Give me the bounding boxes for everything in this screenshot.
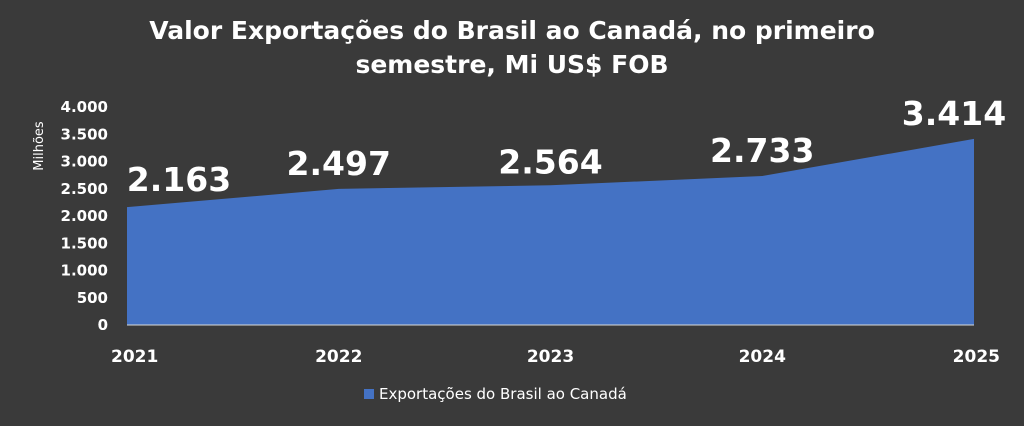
y-tick-label: 2.500 xyxy=(61,180,108,198)
data-label: 2.564 xyxy=(498,142,602,181)
x-tick-label: 2021 xyxy=(111,347,158,367)
series-area xyxy=(127,138,974,325)
data-label: 3.414 xyxy=(902,94,1006,133)
data-label: 2.497 xyxy=(287,144,391,183)
x-tick-label: 2025 xyxy=(953,347,1000,367)
legend-swatch xyxy=(364,389,374,399)
data-label: 2.163 xyxy=(127,160,231,199)
y-tick-label: 0 xyxy=(98,316,108,334)
y-tick-label: 500 xyxy=(77,289,108,307)
chart-title-line-1: Valor Exportações do Brasil ao Canadá, n… xyxy=(149,16,875,45)
x-tick-label: 2024 xyxy=(739,347,786,367)
chart-title-line-2: semestre, Mi US$ FOB xyxy=(355,50,669,79)
y-tick-label: 4.000 xyxy=(61,98,108,116)
x-tick-label: 2023 xyxy=(527,347,574,367)
chart-title: Valor Exportações do Brasil ao Canadá, n… xyxy=(0,14,1024,82)
x-tick-label: 2022 xyxy=(315,347,362,367)
y-tick-label: 2.000 xyxy=(61,207,108,225)
y-tick-label: 1.500 xyxy=(61,234,108,252)
y-tick-label: 3.500 xyxy=(61,125,108,143)
legend-label: Exportações do Brasil ao Canadá xyxy=(379,385,627,403)
data-label: 2.733 xyxy=(710,131,814,170)
y-tick-label: 3.000 xyxy=(61,153,108,171)
y-axis-title: Milhões xyxy=(32,121,47,171)
y-tick-label: 1.000 xyxy=(61,262,108,280)
